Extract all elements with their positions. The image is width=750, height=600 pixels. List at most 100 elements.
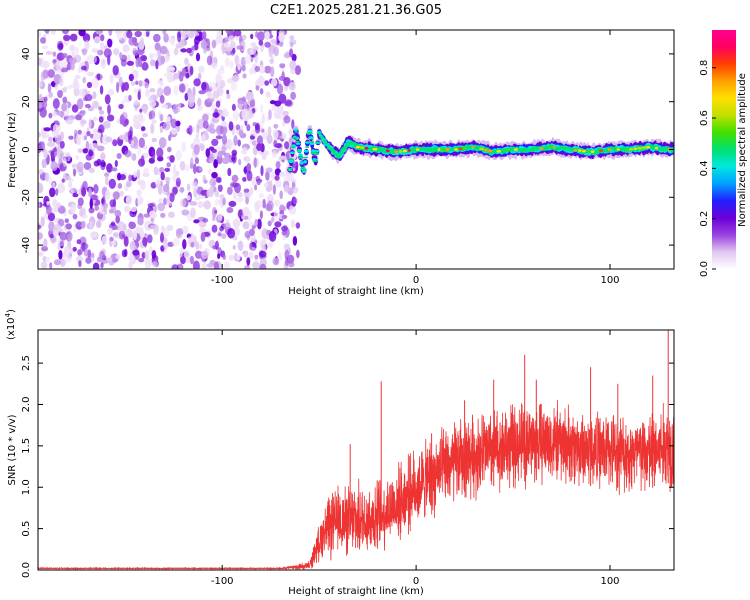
spectrogram-noise-cell: [265, 150, 270, 156]
spectrogram-noise-cell: [254, 255, 258, 264]
spectrogram-noise-cell: [227, 186, 233, 195]
spectrogram-noise-cell: [125, 194, 132, 206]
spectrogram-signal-cell: [315, 141, 321, 143]
spectrogram-signal-cell: [288, 159, 295, 164]
spectrogram-noise-cell: [84, 103, 91, 109]
spectrogram-noise-cell: [254, 65, 260, 72]
spectrogram-noise-cell: [164, 176, 171, 182]
spectrogram-noise-cell: [115, 254, 121, 260]
spectrogram-peak-cell: [437, 148, 441, 151]
spectrogram-noise-cell: [242, 177, 247, 182]
snr-y-tick-label: 2.5: [21, 355, 32, 371]
spectrogram-noise-cell: [78, 30, 86, 37]
snr-y-tick-label: 0.5: [21, 521, 32, 537]
spectrogram-noise-cell: [163, 242, 169, 250]
spectrogram-noise-cell: [77, 148, 83, 153]
spectrogram-noise-cell: [237, 240, 244, 252]
spectrogram-noise-cell: [249, 135, 256, 140]
spectrogram-noise-cell: [97, 128, 103, 133]
spectrogram-noise-cell: [39, 93, 43, 101]
spectrogram-signal-cell: [301, 169, 307, 171]
spectrogram-noise-cell: [171, 238, 180, 247]
spectrogram-noise-cell: [130, 207, 137, 213]
spectrogram-noise-cell: [77, 66, 81, 74]
spectrogram-noise-cell: [208, 81, 217, 90]
spectrogram-noise-cell: [184, 164, 190, 172]
spectrogram-noise-cell: [48, 112, 53, 119]
spectrogram-noise-cell: [278, 93, 287, 104]
spectrogram-signal-cell: [307, 132, 314, 135]
spectrogram-noise-cell: [228, 254, 234, 261]
spectrogram-noise-cell: [149, 88, 156, 93]
spectrogram-noise-cell: [198, 65, 205, 73]
spectrogram-noise-cell: [231, 103, 236, 111]
spectrogram-noise-cell: [198, 143, 205, 151]
spectrogram-noise-cell: [88, 118, 92, 128]
spectrogram-noise-cell: [243, 188, 250, 193]
spectrogram-noise-cell: [227, 167, 232, 177]
colorbar-tick-label: 0.6: [699, 110, 710, 126]
spectrogram-noise-cell: [290, 219, 296, 229]
spectrogram-peak-cell: [573, 148, 578, 152]
spectrogram-noise-cell: [136, 195, 143, 206]
spectrogram-noise-cell: [104, 172, 110, 178]
spectrogram-noise-cell: [275, 161, 281, 169]
spectrogram-noise-cell: [77, 161, 84, 173]
spectrogram-noise-cell: [282, 110, 289, 117]
spectrogram-noise-cell: [47, 83, 52, 94]
spectrogram-noise-cell: [294, 65, 302, 76]
spectrogram-noise-cell: [215, 240, 219, 250]
spectrogram-noise-cell: [52, 98, 60, 110]
spectrogram-noise-cell: [41, 158, 47, 169]
spectrogram-noise-cell: [96, 73, 101, 81]
spectrogram-noise-cell: [242, 206, 250, 217]
spectrogram-noise-cell: [45, 30, 50, 35]
spectrogram-noise-cell: [38, 31, 42, 38]
spectrogram-noise-cell: [134, 30, 142, 38]
spectrogram-noise-cell: [46, 204, 52, 215]
spectrogram-noise-cell: [116, 32, 124, 41]
spectrogram-noise-cell: [144, 250, 150, 260]
spectrogram-noise-cell: [140, 55, 147, 62]
spectrogram-noise-cell: [268, 109, 272, 120]
spectrogram-noise-cell: [80, 220, 86, 229]
spectrogram-signal-cell: [317, 132, 322, 135]
spectrogram-noise-cell: [38, 143, 42, 154]
spectrogram-noise-cell: [92, 91, 97, 100]
spectrogram-noise-cell: [137, 90, 141, 101]
spectrogram-peak-cell: [539, 147, 544, 150]
spectrogram-noise-cell: [200, 232, 206, 242]
spectrogram-noise-cell: [199, 228, 207, 233]
spectrogram-noise-cell: [266, 134, 273, 145]
spectrogram-signal-cell: [321, 140, 328, 142]
spectrogram-peak-cell: [586, 150, 591, 153]
spectrogram-noise-cell: [112, 225, 120, 230]
spectrogram-noise-cell: [262, 198, 266, 209]
spectrogram-noise-cell: [189, 201, 198, 206]
spectrogram-signal-cell: [299, 161, 304, 165]
spectrogram-noise-cell: [160, 171, 165, 181]
spectrogram-signal-cell: [292, 136, 298, 139]
spectrogram-noise-cell: [180, 256, 186, 265]
spectrogram-signal-cell: [300, 167, 305, 170]
spectrogram-noise-cell: [259, 45, 264, 52]
spectrogram-noise-cell: [38, 169, 44, 175]
spectrogram-noise-cell: [42, 45, 49, 50]
colorbar-tick-label: 0.8: [699, 60, 710, 76]
spectrogram-noise-cell: [123, 81, 130, 91]
spectrogram-signal-cell: [303, 149, 309, 153]
spectrogram-noise-cell: [200, 40, 208, 50]
spectrogram-noise-cell: [225, 30, 233, 35]
spectrogram-noise-cell: [171, 264, 179, 269]
spectrogram-noise-cell: [88, 143, 93, 150]
spectrogram-noise-cell: [80, 242, 89, 250]
spectrogram-noise-cell: [237, 60, 241, 71]
spectrogram-noise-cell: [108, 178, 117, 189]
spectrogram-peak-cell: [359, 146, 365, 149]
spectrogram-signal-cell: [298, 156, 304, 159]
spectrogram-noise-cell: [52, 123, 59, 135]
spectrogram-noise-cell: [100, 152, 106, 161]
spectrogram-noise-cell: [201, 81, 207, 91]
spectrogram-noise-cell: [187, 92, 196, 104]
spectrogram-noise-cell: [79, 88, 86, 97]
